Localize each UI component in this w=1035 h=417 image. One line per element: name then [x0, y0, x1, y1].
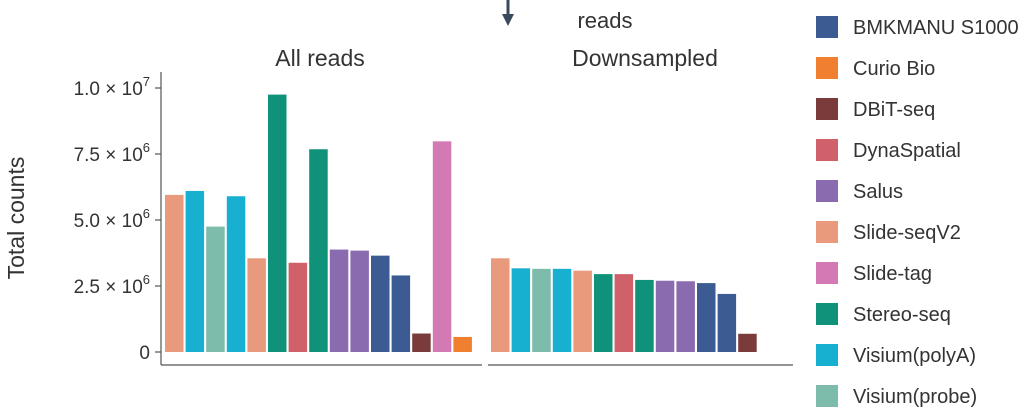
legend-label: Slide-seqV2	[853, 222, 961, 244]
y-axis-label: Total counts	[3, 157, 29, 280]
bar	[226, 196, 246, 352]
y-tick-label: 5.0 × 106	[74, 206, 150, 232]
y-tick-label: 2.5 × 106	[74, 272, 150, 298]
legend-label: DBiT-seq	[853, 99, 935, 121]
legend-label: Stereo-seq	[853, 304, 951, 326]
down-arrow-icon	[502, 0, 514, 26]
legend-swatch	[816, 344, 838, 366]
y-ticks: 0 2.5 × 106 5.0 × 106 7.5 × 106 1.0 × 107	[74, 74, 161, 364]
bar	[453, 336, 472, 352]
bar	[738, 333, 757, 352]
bar	[491, 258, 510, 352]
bar	[329, 249, 349, 352]
legend-label: BMKMANU S1000	[853, 17, 1019, 39]
y-tick-label: 1.0 × 107	[74, 74, 150, 100]
bar	[717, 293, 737, 352]
bar	[165, 194, 184, 352]
legend: BMKMANU S1000 Curio Bio DBiT-seq DynaSpatia…	[816, 16, 1019, 408]
bar	[309, 149, 328, 352]
bar	[247, 258, 266, 352]
bar	[511, 268, 531, 352]
legend-swatch	[816, 262, 838, 284]
bar	[391, 275, 411, 352]
legend-label: Visium(polyA)	[853, 345, 976, 367]
legend-swatch	[816, 303, 838, 325]
legend-label: Curio Bio	[853, 58, 935, 80]
bar	[206, 226, 225, 352]
bar	[432, 141, 452, 352]
legend-swatch	[816, 139, 838, 161]
legend-label: Visium(probe)	[853, 386, 977, 408]
bar	[552, 268, 572, 352]
bar	[594, 274, 613, 352]
bar	[635, 279, 654, 352]
bar	[614, 274, 634, 352]
panel-title-downsampled: Downsampled	[572, 45, 718, 71]
legend-label: DynaSpatial	[853, 140, 961, 162]
legend-swatch	[816, 98, 838, 120]
bar	[532, 268, 551, 352]
bar	[288, 262, 308, 352]
panel-title-all-reads: All reads	[275, 45, 364, 71]
bar	[350, 250, 369, 352]
legend-label: Salus	[853, 181, 903, 203]
bar	[371, 255, 390, 352]
legend-swatch	[816, 57, 838, 79]
bar	[697, 283, 716, 352]
legend-swatch	[816, 221, 838, 243]
bar	[655, 280, 675, 352]
legend-label: Slide-tag	[853, 263, 932, 285]
top-text: reads	[577, 8, 632, 33]
bars	[165, 94, 757, 352]
y-tick-label: 0	[139, 343, 150, 364]
bar	[268, 94, 287, 352]
bar	[573, 270, 592, 352]
bar	[185, 190, 205, 352]
bar	[676, 281, 695, 352]
bar	[412, 333, 431, 352]
legend-swatch	[816, 16, 838, 38]
y-tick-label: 7.5 × 106	[74, 140, 150, 166]
legend-swatch	[816, 385, 838, 407]
legend-swatch	[816, 180, 838, 202]
